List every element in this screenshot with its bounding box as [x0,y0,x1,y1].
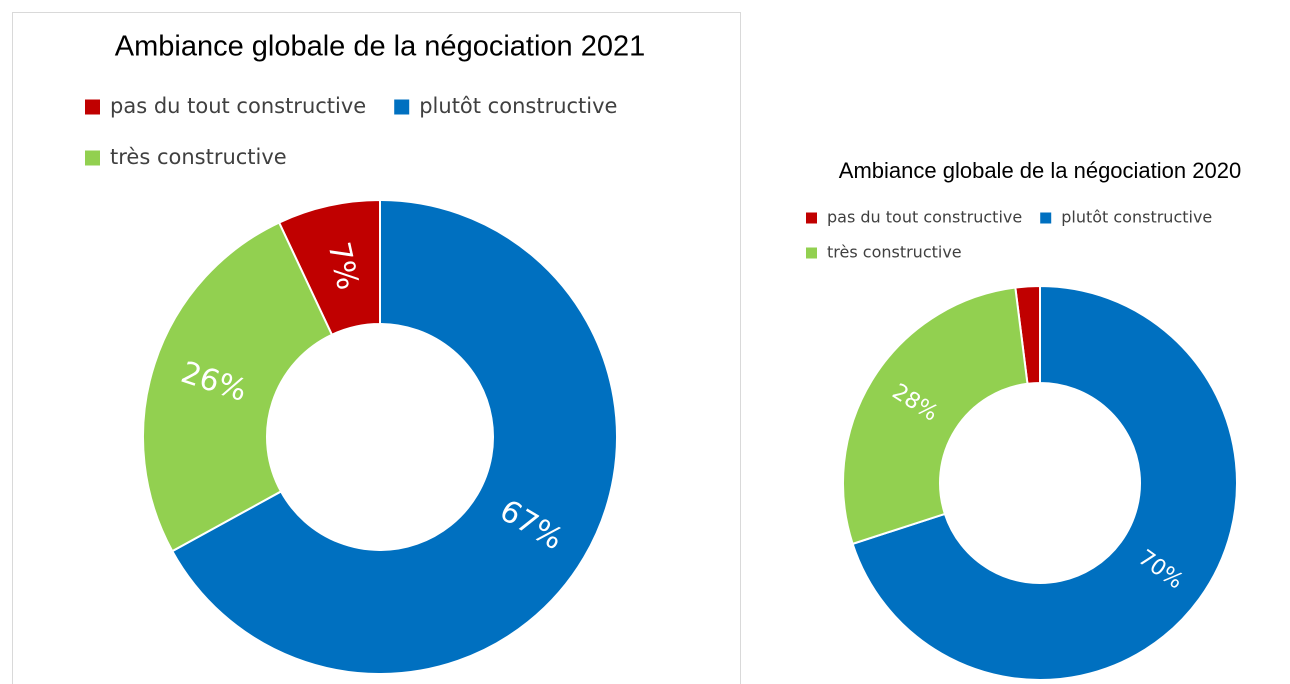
legend-swatch [1040,212,1052,224]
legend-label: pas du tout constructive [827,208,1022,227]
chart-frame [12,12,741,684]
legend-swatch [806,212,817,224]
chart-title: Ambiance globale de la négociation 2021 [115,31,645,63]
donut-slice [851,284,1238,681]
legend-swatch [806,247,817,259]
legend-swatch [85,99,100,115]
legend-swatch [394,99,410,115]
legend-swatch [85,150,100,166]
donut-slice [842,286,1029,546]
legend-label: pas du tout constructive [110,94,366,118]
legend-label: très constructive [827,243,962,262]
chart-title: Ambiance globale de la négociation 2020 [839,158,1241,183]
legend-label: plutôt constructive [419,94,617,118]
legend-label: plutôt constructive [1061,208,1212,227]
donut-slice [142,221,334,553]
donut-slice [170,198,618,675]
legend-label: très constructive [110,145,287,169]
